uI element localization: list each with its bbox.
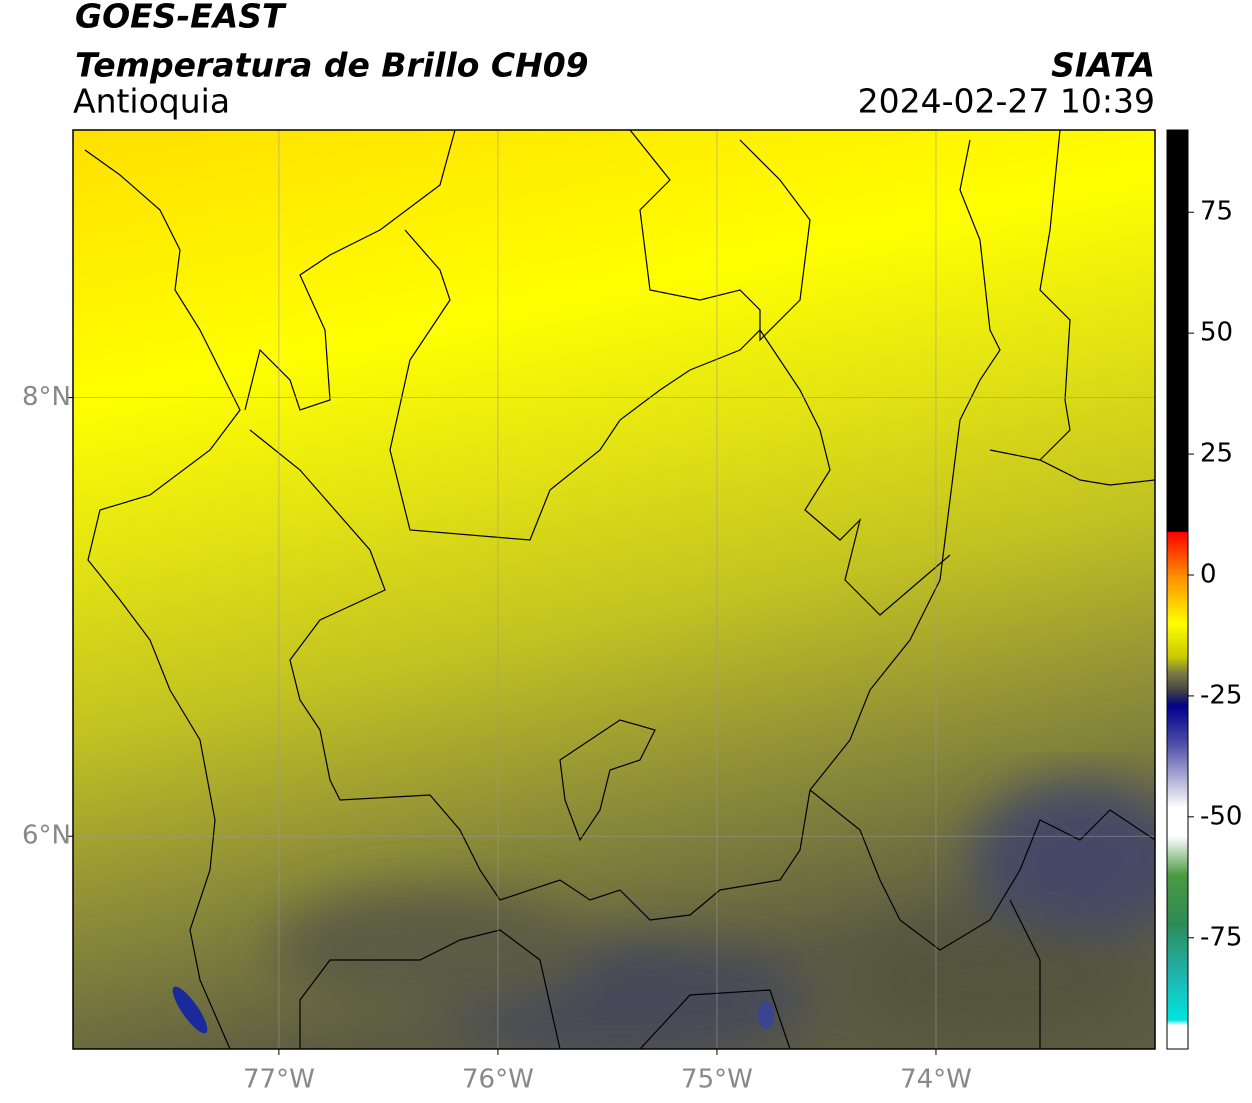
colorbar-segment [1167,623,1188,658]
source: SIATA [1051,46,1155,85]
lon-tick-label: 77°W [243,1065,315,1095]
lon-tick-label: 74°W [900,1065,972,1095]
department-border [299,929,561,1049]
map-field [73,130,1155,1049]
department-border [249,139,1001,921]
title: GOES-EAST [75,0,287,36]
colorbar-segment [1167,874,1188,924]
cold-areas [270,780,1155,1049]
colorbar-segment [1167,671,1188,692]
lon-tick-label: 76°W [462,1065,534,1095]
colorbar-tick-label: -75 [1200,922,1242,952]
colorbar-tick-label: -50 [1200,801,1242,831]
colorbar-tick-label: 0 [1200,559,1217,589]
department-border [1009,899,1041,1049]
department-border [389,229,951,616]
grid [73,130,1155,1049]
cold-cell [758,1001,774,1029]
cold-cell [172,986,208,1034]
colorbar-tick-label: 25 [1200,439,1233,469]
colorbar-frame [1166,129,1189,1050]
datetime: 2024-02-27 10:39 [858,82,1155,121]
colorbar-segment [1167,1019,1188,1026]
colorbar-segment [1167,574,1188,624]
colorbar-tick-label: 75 [1200,197,1233,227]
temperature-field [73,130,1155,1049]
cold-area [970,780,1155,940]
lon-tick-label: 75°W [681,1065,753,1095]
subtitle: Temperatura de Brillo CH09 [75,46,589,85]
lat-tick-label: 6°N [22,821,71,851]
department-border [989,449,1155,486]
colorbar-segment [1167,705,1188,745]
colorbar: 75 50 25 0 -25 -50 -75 [1166,129,1242,1050]
colorbar-segment [1167,130,1188,532]
lat-tick-label: 8°N [22,382,71,412]
colorbar-segment [1167,744,1188,808]
region: Antioquia [73,82,230,121]
cold-area [850,920,1150,1040]
department-border [1039,130,1071,461]
colorbar-segment [1167,923,1188,973]
colorbar-segment [1167,531,1188,576]
colorbar-tick-label: -25 [1200,680,1242,710]
cold-area [270,890,590,1010]
colorbar-tick-label: 50 [1200,318,1233,348]
department-border [809,789,1155,951]
colorbar-segment [1167,691,1188,707]
department-border [629,130,811,342]
colorbar-segment [1167,836,1188,876]
department-border [559,719,656,842]
colorbar-segment [1167,657,1188,673]
coastline [84,149,241,1049]
colorbar-segment [1167,971,1188,1021]
colorbar-segment [1167,807,1188,837]
coastline [244,130,456,411]
department-border [639,989,791,1049]
colorbar-segment [1167,1024,1188,1050]
map-frame [72,129,1156,1050]
